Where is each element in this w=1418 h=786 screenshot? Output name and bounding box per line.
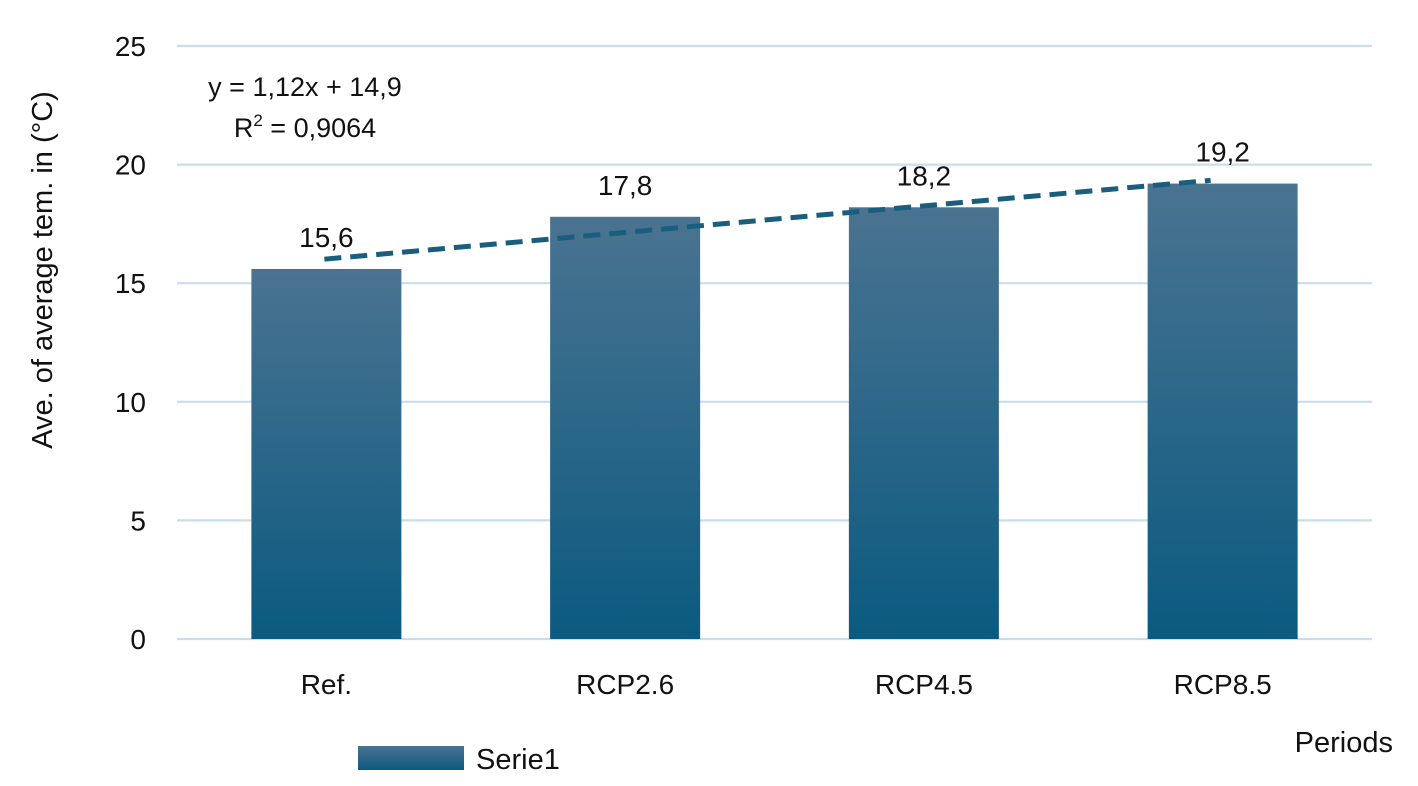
bar: [1147, 183, 1298, 640]
data-label: 17,8: [598, 170, 653, 201]
x-tick-label: RCP8.5: [1174, 669, 1272, 700]
legend-label: Serie1: [476, 744, 560, 776]
trendline-group: [324, 177, 1211, 262]
data-label: 19,2: [1195, 137, 1250, 168]
trendline-equation: y = 1,12x + 14,9: [208, 72, 402, 102]
data-label: 15,6: [299, 222, 354, 253]
y-axis-ticks: 0 5 10 15 20 25: [115, 31, 146, 655]
y-tick-label: 0: [130, 624, 146, 655]
x-tick-label: Ref.: [301, 669, 352, 700]
y-tick-label: 5: [130, 505, 146, 536]
trendline-r-squared: R2 = 0,9064: [234, 111, 376, 143]
legend-swatch: [358, 746, 464, 770]
x-axis-ticks: Ref. RCP2.6 RCP4.5 RCP8.5: [301, 669, 1272, 700]
trendline: [324, 177, 1211, 262]
bars: [251, 183, 1298, 640]
bar: [848, 207, 999, 639]
bar: [550, 216, 701, 639]
x-axis-title: Periods: [1295, 727, 1393, 759]
y-tick-label: 10: [115, 387, 146, 418]
y-tick-label: 20: [115, 150, 146, 181]
data-label: 18,2: [897, 160, 952, 191]
legend: Serie1: [358, 744, 560, 776]
x-tick-label: RCP2.6: [576, 669, 674, 700]
x-tick-label: RCP4.5: [875, 669, 973, 700]
bar: [251, 268, 402, 639]
y-tick-label: 15: [115, 268, 146, 299]
y-tick-label: 25: [115, 31, 146, 62]
y-axis-title: Ave. of average tem. in (°C): [27, 91, 59, 449]
data-labels: 15,6 17,8 18,2 19,2: [299, 137, 1250, 253]
